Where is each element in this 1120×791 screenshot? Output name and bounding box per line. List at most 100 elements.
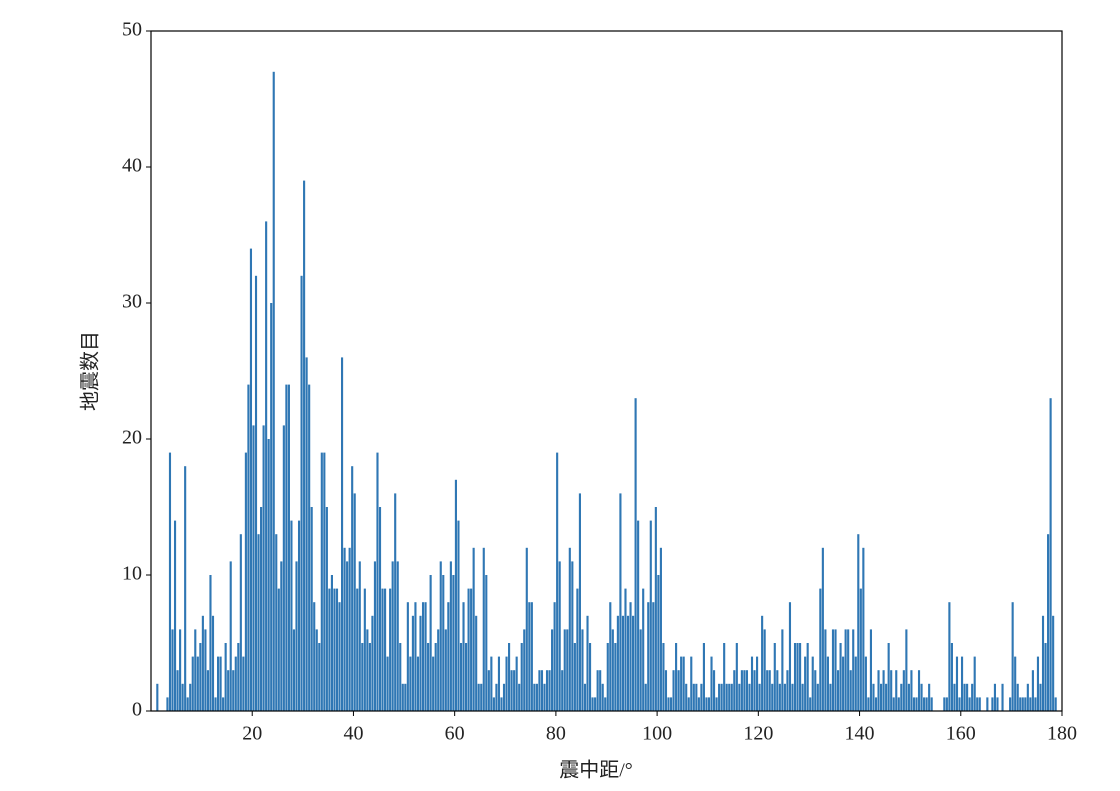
bar (535, 683, 538, 711)
bar (487, 670, 490, 711)
bar (771, 683, 774, 711)
bar (978, 697, 981, 711)
bar (540, 670, 544, 711)
bar (308, 384, 311, 711)
bar (328, 588, 331, 711)
bar (616, 615, 619, 711)
bar (439, 561, 442, 711)
bar (444, 629, 447, 711)
bar (1044, 643, 1047, 711)
bar (644, 683, 647, 711)
bar (943, 697, 946, 711)
bar (447, 602, 450, 711)
bar (634, 398, 637, 711)
bar (432, 656, 435, 711)
bar (662, 643, 665, 711)
bar (290, 520, 293, 711)
bar (548, 670, 551, 711)
bar (849, 670, 852, 711)
bar (556, 452, 559, 711)
bar (505, 656, 508, 711)
bar (272, 71, 275, 712)
bar (874, 697, 878, 711)
bar (910, 670, 913, 711)
bar (963, 683, 966, 711)
bar (181, 683, 184, 711)
bar (437, 629, 440, 711)
bar (378, 507, 382, 711)
bar (335, 588, 339, 711)
bar (558, 561, 561, 711)
bar (257, 534, 260, 711)
bar (819, 588, 822, 711)
bar (971, 683, 974, 711)
bar (960, 656, 964, 711)
x-tick-label: 160 (946, 723, 976, 745)
bar (864, 656, 867, 711)
bar (796, 643, 799, 711)
bar (923, 697, 926, 711)
bar (697, 697, 700, 711)
bar (867, 697, 870, 711)
bar (786, 670, 789, 711)
bar (821, 547, 824, 711)
bar (930, 697, 933, 711)
bar (1014, 656, 1017, 711)
bar (156, 683, 159, 711)
bar (685, 683, 688, 711)
bar (902, 670, 905, 711)
bar (166, 697, 169, 711)
bar (854, 656, 857, 711)
bar (303, 180, 306, 712)
bar (900, 683, 903, 711)
bar (270, 303, 273, 711)
bar (176, 670, 179, 711)
bar (1049, 398, 1052, 711)
bar (381, 588, 384, 711)
bar (581, 629, 584, 711)
bar (649, 520, 652, 711)
bar (561, 670, 564, 711)
bar (472, 547, 475, 711)
bar (518, 683, 521, 711)
bar (669, 697, 673, 711)
bar (596, 670, 599, 711)
bar (356, 588, 359, 711)
bar (915, 697, 918, 711)
bar (247, 384, 250, 711)
bar (705, 697, 708, 711)
bar (421, 602, 425, 711)
bar (414, 602, 417, 711)
bar (793, 643, 797, 711)
bar (601, 683, 604, 711)
bar (682, 656, 685, 711)
bar (996, 697, 999, 711)
x-tick-label: 20 (242, 723, 262, 745)
bar (781, 629, 784, 711)
bar (508, 643, 511, 711)
bar (199, 643, 202, 711)
bar (330, 575, 333, 711)
bar (667, 697, 670, 711)
bar (1047, 534, 1050, 711)
bar (568, 547, 571, 711)
bar (401, 683, 404, 711)
bar (715, 697, 718, 711)
bar (720, 683, 723, 711)
bar (429, 575, 432, 711)
bar (389, 588, 392, 711)
bar (497, 656, 501, 711)
bar (361, 643, 364, 711)
bar (743, 670, 746, 711)
bar (454, 479, 457, 711)
bar (707, 697, 711, 711)
bar (280, 561, 283, 711)
bar (733, 670, 736, 711)
bar (340, 357, 344, 711)
bar (773, 643, 776, 711)
bar (695, 683, 698, 711)
bar (953, 683, 956, 711)
bar (728, 683, 731, 711)
bar (224, 643, 227, 711)
bar (591, 697, 594, 711)
